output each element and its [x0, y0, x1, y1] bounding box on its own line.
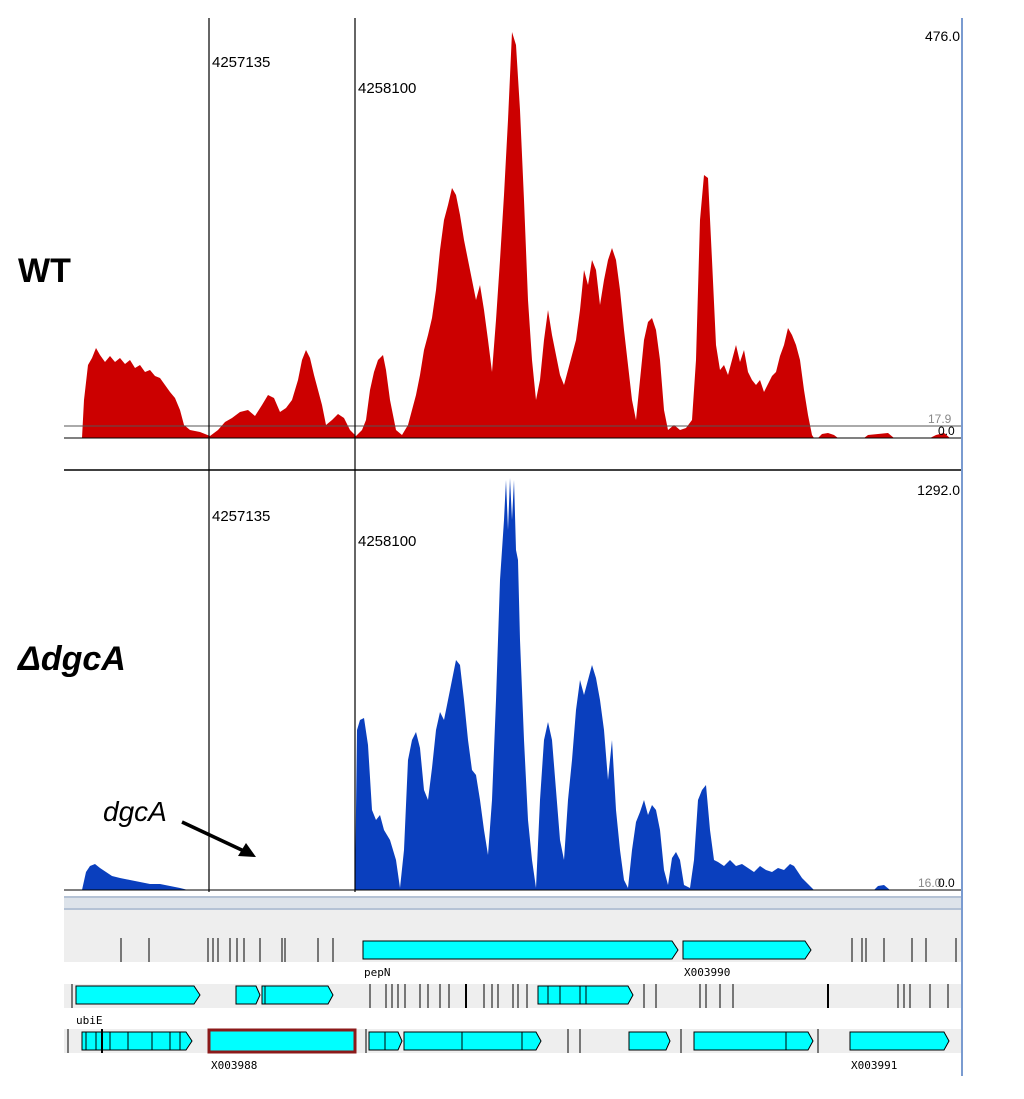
dgca-coverage-track — [64, 478, 962, 891]
gene-label-x3988: X003988 — [211, 1059, 258, 1072]
position-label-dgca-1: 4257135 — [212, 508, 271, 525]
gene-label-pepN: pepN — [364, 966, 391, 979]
position-label-dgca-2: 4258100 — [358, 533, 417, 550]
gene-row3-3[interactable] — [403, 1031, 542, 1051]
gene-row3-5[interactable] — [693, 1031, 814, 1051]
gene-row2-3[interactable] — [261, 985, 334, 1005]
wt-zero-value: 0.0 — [938, 424, 955, 438]
sample-label-wt: WT — [18, 252, 71, 290]
gene-row3-4[interactable] — [628, 1031, 671, 1051]
dgca-scale-max: 1292.0 — [917, 482, 960, 498]
position-label-wt-2: 4258100 — [358, 80, 417, 97]
wt-baseline-value: 17.9 — [928, 412, 952, 426]
wt-coverage-track — [64, 32, 962, 439]
gene-row2-1[interactable] — [75, 985, 201, 1005]
dgca-coverage-area — [82, 478, 890, 890]
wt-coverage-area — [82, 32, 950, 438]
gene-pepN[interactable] — [362, 940, 679, 960]
dgca-annotation-label: dgcA — [103, 796, 167, 827]
gene-x3991[interactable] — [849, 1031, 950, 1051]
gene-label-x3991: X003991 — [851, 1059, 898, 1072]
annotation-arrow — [181, 820, 256, 857]
gene-x3988-highlighted[interactable] — [207, 1028, 357, 1054]
gene-label-x3990: X003990 — [684, 966, 731, 979]
gene-label-ubiE: ubiE — [76, 1014, 103, 1027]
dgca-baseline-value: 16.0 — [918, 876, 942, 890]
wt-scale-max: 476.0 — [924, 28, 960, 44]
sample-label-dgca: ΔdgcA — [18, 640, 126, 678]
gene-track-area — [64, 896, 962, 1054]
viewer-right-border — [961, 18, 963, 1076]
position-label-wt-1: 4257135 — [212, 54, 271, 71]
dgca-zero-value: 0.0 — [938, 876, 955, 890]
gene-x3990[interactable] — [682, 940, 812, 960]
gene-row2-2[interactable] — [235, 985, 261, 1005]
gene-ubiE[interactable] — [81, 1031, 193, 1051]
